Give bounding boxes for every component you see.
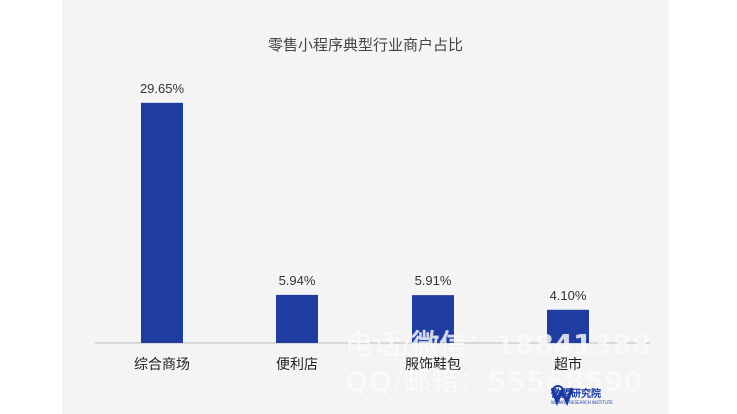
logo: 微盟研究院 WEIMOB RESEARCH INSTITUTE (551, 384, 661, 410)
bar-1 (276, 294, 318, 343)
watermark-line-1: 电话/微信：18841388 (345, 328, 652, 361)
category-label-1: 便利店 (276, 357, 318, 373)
value-label-0: 29.65% (140, 81, 185, 96)
category-label-2: 服饰鞋包 (405, 357, 461, 373)
magnifier-icon (552, 385, 567, 400)
bar-3 (547, 309, 589, 343)
logo-subtitle: WEIMOB RESEARCH INSTITUTE (551, 400, 613, 405)
watermark: 电话/微信：18841388 QQ/邮箱：55568590 (345, 326, 675, 406)
value-label-1: 5.94% (279, 273, 316, 288)
value-label-3: 4.10% (550, 288, 587, 303)
category-label-3: 超市 (554, 356, 582, 373)
watermark-line-2: QQ/邮箱：55568590 (345, 365, 643, 398)
value-label-2: 5.91% (415, 273, 452, 288)
bar-2 (412, 295, 454, 343)
logo-name: 微盟研究院 (551, 389, 601, 400)
chart-title: 零售小程序典型行业商户占比 (267, 36, 463, 54)
category-label-0: 综合商场 (134, 357, 190, 373)
bar-0 (141, 102, 183, 344)
